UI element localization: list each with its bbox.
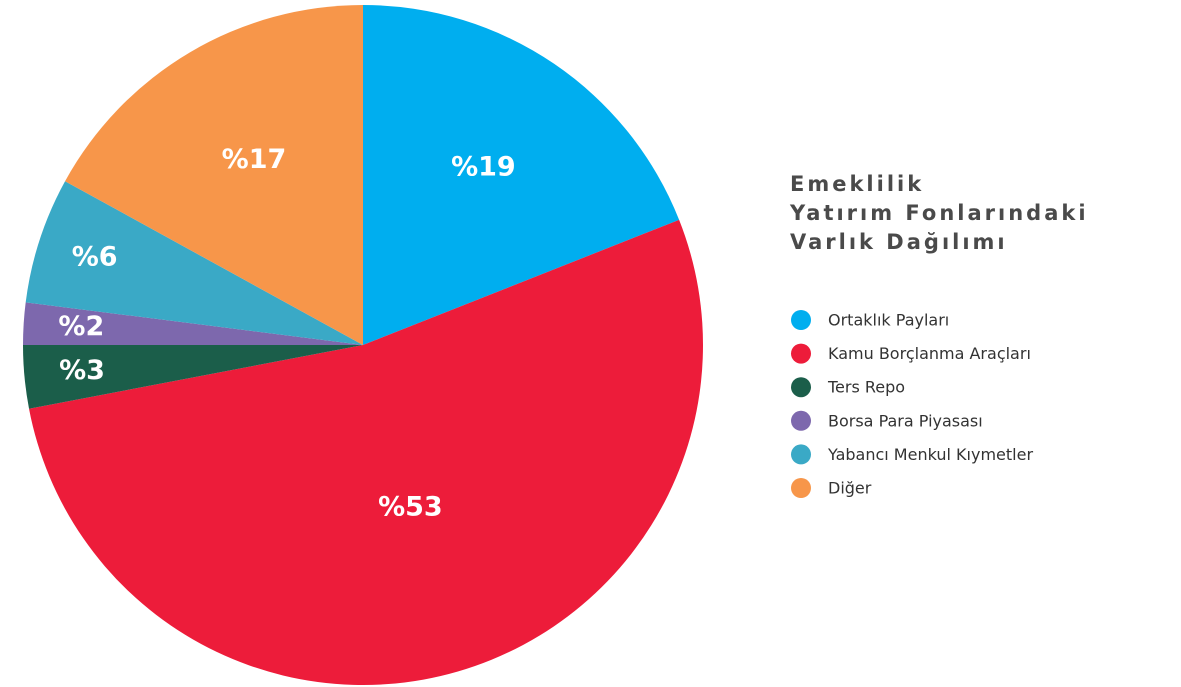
legend-label: Kamu Borçlanma Araçları [828, 344, 1031, 363]
legend-swatch [791, 478, 811, 498]
legend-swatch [791, 310, 811, 330]
pie-slice [23, 302, 363, 345]
legend-label: Diğer [828, 479, 872, 498]
pie-slice [65, 5, 363, 345]
slice-label: %6 [72, 241, 118, 272]
pie-slice [363, 5, 680, 345]
legend-label: Ortaklık Payları [828, 311, 949, 330]
legend-label: Ters Repo [827, 378, 905, 397]
pie-slice [25, 181, 364, 345]
legend-swatch [791, 410, 811, 431]
legend-label: Borsa Para Piyasası [828, 411, 983, 430]
pie-slice [23, 345, 363, 409]
slice-label: %17 [222, 144, 287, 175]
pie-slice [29, 219, 703, 685]
legend-swatch [791, 444, 811, 465]
chart-title: Varlık Dağılımı [790, 230, 1008, 254]
slice-label: %53 [378, 492, 443, 523]
legend-label: Yabancı Menkul Kıymetler [827, 445, 1033, 464]
legend-swatch [791, 343, 811, 364]
slice-label: %2 [58, 311, 104, 342]
slice-label: %3 [59, 355, 105, 386]
chart-title: Yatırım Fonlarındaki [789, 201, 1089, 225]
legend-swatch [791, 377, 811, 398]
chart-title: Emeklilik [790, 172, 924, 196]
slice-label: %19 [451, 151, 516, 182]
